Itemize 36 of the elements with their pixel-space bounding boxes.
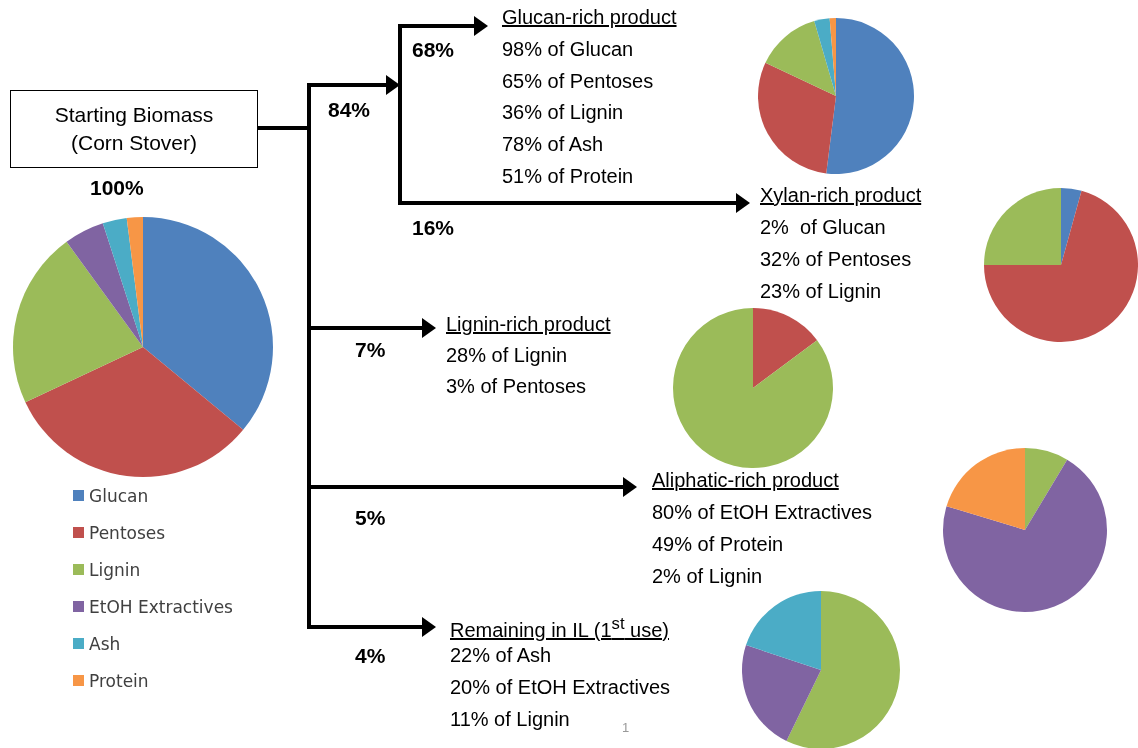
text: 28% of Lignin	[446, 343, 568, 367]
text: 84%	[328, 98, 371, 122]
legend-label: Protein	[89, 670, 149, 691]
text: 65% of Pentoses	[502, 69, 654, 93]
text: 78% of Ash	[502, 132, 604, 156]
text: 2% of Lignin	[652, 564, 763, 588]
legend-label: Glucan	[89, 485, 149, 506]
text: Aliphatic-rich product	[652, 468, 839, 492]
text: 80% of EtOH Extractives	[652, 500, 873, 524]
text: 98% of Glucan	[502, 37, 634, 61]
text: 4%	[355, 644, 386, 668]
text: Remaining in IL (1$^{st}$ use)	[450, 613, 669, 642]
text: 7%	[355, 338, 386, 362]
text: 49% of Protein	[652, 532, 784, 556]
text: 36% of Lignin	[502, 100, 624, 124]
text: 5%	[355, 506, 386, 530]
text: 1	[622, 719, 630, 737]
text: 23% of Lignin	[760, 279, 882, 303]
text: 68%	[412, 38, 455, 62]
legend-label: Ash	[89, 633, 121, 654]
legend-label: Pentoses	[89, 522, 166, 543]
text: 3% of Pentoses	[446, 374, 587, 398]
legend-label: EtOH Extractives	[89, 596, 234, 617]
text: 22% of Ash	[450, 643, 552, 667]
text: Lignin-rich product	[446, 312, 611, 336]
text: Starting Biomass (Corn Stover)	[53, 102, 215, 156]
text: 2% of Glucan	[760, 215, 886, 239]
text: 32% of Pentoses	[760, 247, 912, 271]
legend-label: Lignin	[89, 559, 141, 580]
text: 16%	[412, 216, 455, 240]
text: Glucan-rich product	[502, 5, 677, 29]
text: 20% of EtOH Extractives	[450, 675, 671, 699]
text: Xylan-rich product	[760, 183, 922, 207]
text: 100%	[90, 176, 144, 200]
text: 11% of Lignin	[450, 707, 570, 731]
text: 51% of Protein	[502, 164, 634, 188]
